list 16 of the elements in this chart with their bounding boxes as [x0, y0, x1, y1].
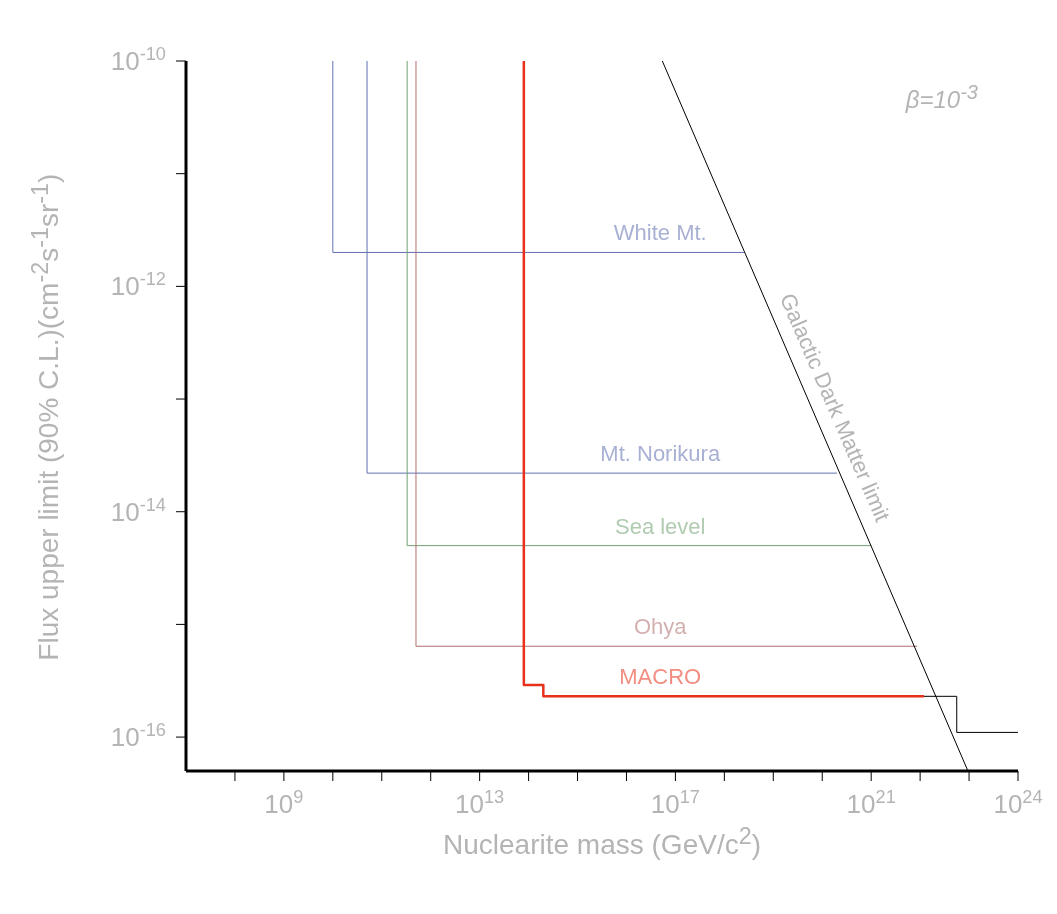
series-label: Sea level	[614, 513, 706, 539]
y-tick-label: 10$^{-14}$	[110, 494, 166, 527]
x-axis-title: Nuclearite mass (GeV/c$^{2}$)	[442, 823, 762, 862]
y-tick-label: 10$^{-12}$	[110, 269, 166, 302]
series-label: White Mt.	[613, 220, 707, 246]
series-label: Ohya	[633, 614, 688, 640]
x-tick-label: 10$^{13}$	[455, 787, 505, 819]
y-tick-label: 10$^{-10}$	[110, 44, 166, 76]
x-tick-label: 10$^{9}$	[264, 787, 304, 819]
annotation: β=10$^{-3}$	[905, 81, 978, 114]
x-tick-label: 10$^{17}$	[650, 787, 700, 819]
y-tick-label: 10$^{-16}$	[110, 720, 166, 753]
x-tick-label: 10$^{24}$	[993, 787, 1043, 819]
x-tick-label: 10$^{21}$	[846, 787, 896, 819]
series-label: Mt. Norikura	[600, 441, 721, 467]
series-label: MACRO	[619, 664, 702, 690]
